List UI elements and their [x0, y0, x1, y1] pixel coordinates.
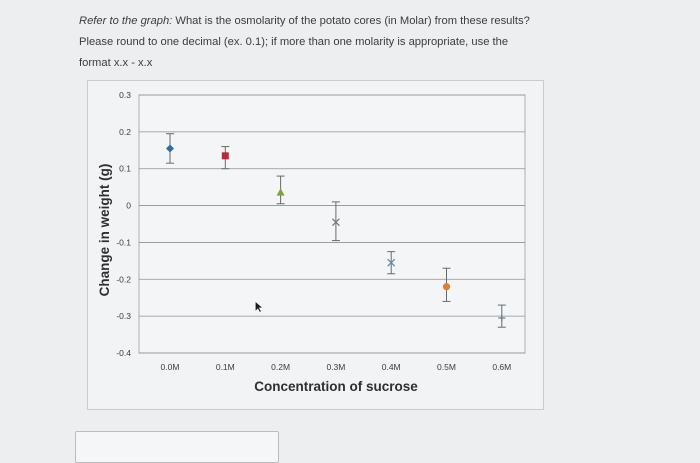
answer-input[interactable] [75, 431, 279, 463]
y-tick-label: 0.2 [119, 127, 131, 137]
question-prefix: Refer to the graph: [79, 15, 173, 27]
data-point [498, 314, 506, 322]
data-point [442, 283, 451, 291]
question-text: Refer to the graph: What is the osmolari… [79, 11, 534, 74]
data-point [276, 188, 285, 196]
x-tick-label: 0.6M [492, 362, 511, 372]
cursor-icon [255, 300, 264, 313]
chart-svg: 0.3 0.2 0.1 0 -0.1 -0.2 -0.3 -0.4 0.0M 0.1M 0.2M 0.… [97, 90, 526, 394]
y-tick-label: -0.2 [116, 274, 131, 284]
y-tick-label: 0 [126, 201, 131, 211]
plot-area [138, 94, 526, 354]
y-tick-label: 0.1 [119, 164, 131, 174]
data-point [166, 144, 174, 153]
y-tick-label: -0.4 [116, 348, 131, 358]
x-tick-label: 0.1M [216, 362, 235, 372]
y-axis-title: Change in weight (g) [97, 164, 112, 297]
x-tick-label: 0.3M [326, 362, 345, 372]
data-point [221, 152, 229, 160]
data-point [331, 218, 340, 227]
y-tick-label: 0.3 [119, 90, 131, 100]
x-tick-label: 0.4M [382, 362, 401, 372]
x-tick-label: 0.5M [437, 362, 456, 372]
data-point [387, 258, 396, 267]
x-axis-title: Concentration of sucrose [254, 379, 418, 394]
x-tick-label: 0.0M [161, 362, 180, 372]
y-tick-label: -0.3 [116, 311, 131, 321]
y-tick-label: -0.1 [116, 237, 131, 247]
question-body: What is the osmolarity of the potato cor… [79, 15, 530, 69]
chart-frame: 0.3 0.2 0.1 0 -0.1 -0.2 -0.3 -0.4 0.0M 0.1M 0.2M 0.… [87, 80, 544, 410]
x-tick-label: 0.2M [271, 362, 290, 372]
